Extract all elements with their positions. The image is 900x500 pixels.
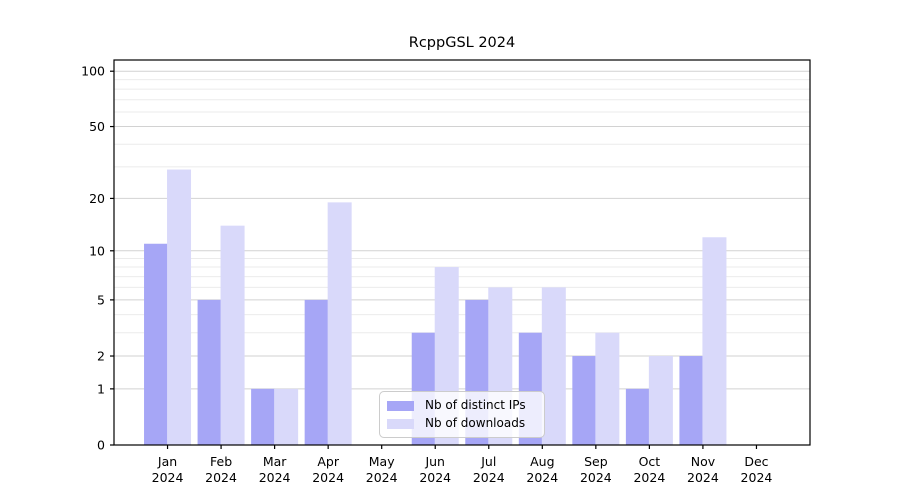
x-tick-label-year: 2024: [259, 470, 291, 485]
x-tick-label-month: Apr: [317, 454, 339, 469]
y-tick-label: 0: [97, 438, 105, 453]
x-tick-label-year: 2024: [473, 470, 505, 485]
x-tick-label-month: May: [369, 454, 395, 469]
x-tick-label-month: Oct: [639, 454, 661, 469]
x-tick-label-month: Aug: [530, 454, 554, 469]
legend-label-distinct-ips: Nb of distinct IPs: [425, 398, 526, 412]
x-tick-label-year: 2024: [687, 470, 719, 485]
y-tick-label: 10: [89, 243, 105, 258]
bar-downloads-mar: [274, 388, 299, 445]
x-tick-label-year: 2024: [419, 470, 451, 485]
x-tick-label-month: Nov: [691, 454, 716, 469]
legend-item-downloads: Nb of downloads: [387, 416, 544, 431]
bar-distinct-ips-feb: [197, 299, 222, 445]
x-tick-label-month: Sep: [584, 454, 608, 469]
bar-downloads-apr: [327, 202, 352, 445]
x-tick-label-month: Feb: [210, 454, 232, 469]
bar-distinct-ips-apr: [304, 299, 329, 445]
x-tick-label-year: 2024: [205, 470, 237, 485]
bar-distinct-ips-mar: [251, 388, 276, 445]
x-tick-label-year: 2024: [633, 470, 665, 485]
legend-swatch-downloads: [387, 418, 414, 429]
bar-distinct-ips-sep: [572, 356, 597, 445]
x-tick-label-year: 2024: [580, 470, 612, 485]
x-tick-label-month: Jan: [157, 454, 177, 469]
x-tick-label-year: 2024: [366, 470, 398, 485]
x-tick-label-month: Jun: [424, 454, 445, 469]
x-tick-label-year: 2024: [312, 470, 344, 485]
y-tick-label: 1: [97, 381, 105, 396]
bar-distinct-ips-nov: [679, 356, 704, 445]
bar-downloads-jan: [167, 169, 192, 445]
bar-distinct-ips-jan: [144, 243, 169, 445]
x-tick-label-month: Mar: [263, 454, 287, 469]
bar-downloads-oct: [648, 356, 673, 445]
bar-downloads-aug: [541, 287, 566, 445]
x-tick-label-month: Jul: [480, 454, 496, 469]
plot-frame: [113, 59, 811, 446]
y-tick-label: 2: [97, 349, 105, 364]
x-tick-label-year: 2024: [152, 470, 184, 485]
y-tick-label: 100: [81, 64, 105, 79]
bar-downloads-feb: [220, 225, 245, 445]
chart-title: RcppGSL 2024: [408, 35, 516, 51]
x-tick-label-year: 2024: [741, 470, 773, 485]
y-tick-label: 5: [97, 292, 105, 307]
bar-downloads-nov: [702, 237, 727, 445]
legend-item-distinct-ips: Nb of distinct IPs: [387, 398, 544, 413]
x-tick-label-year: 2024: [526, 470, 558, 485]
x-tick-label-month: Dec: [744, 454, 768, 469]
y-tick-label: 20: [89, 191, 105, 206]
legend-label-downloads: Nb of downloads: [425, 416, 526, 430]
bar-downloads-sep: [595, 332, 620, 445]
y-tick-label: 50: [89, 119, 105, 134]
legend: Nb of distinct IPs Nb of downloads: [379, 391, 545, 438]
legend-swatch-distinct-ips: [387, 400, 414, 411]
bar-distinct-ips-oct: [625, 388, 650, 445]
